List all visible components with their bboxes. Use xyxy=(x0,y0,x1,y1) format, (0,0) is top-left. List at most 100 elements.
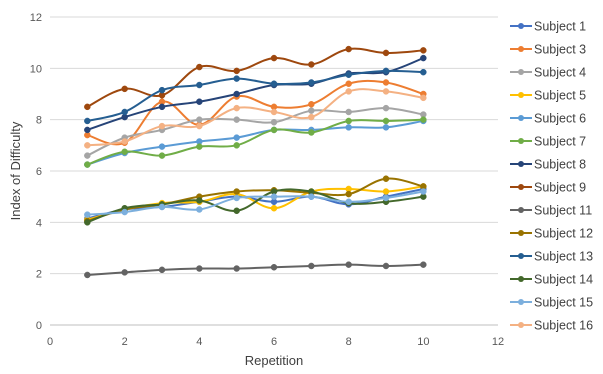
legend-entry: Subject 6 xyxy=(510,112,586,126)
data-point xyxy=(196,63,203,71)
legend-label: Subject 11 xyxy=(534,204,592,218)
data-point xyxy=(270,264,278,271)
series-line xyxy=(87,263,424,276)
legend-label: Subject 8 xyxy=(534,158,586,172)
series-lines xyxy=(84,45,427,279)
data-point xyxy=(121,148,128,155)
data-point xyxy=(345,261,352,268)
axes: 0 2 4 6 8 10 12 0 2 4 6 8 10 12 xyxy=(30,12,504,348)
series-subject-9 xyxy=(84,45,427,111)
series-subject-15 xyxy=(84,188,427,218)
y-tick-label: 2 xyxy=(36,269,42,281)
data-point xyxy=(345,80,352,87)
data-point xyxy=(345,88,352,95)
data-point xyxy=(158,266,166,274)
data-point xyxy=(196,81,203,89)
series-line xyxy=(87,88,424,147)
series-line xyxy=(86,107,424,157)
legend-entry: Subject 11 xyxy=(510,204,592,218)
x-tick-label: 12 xyxy=(492,336,504,348)
data-point xyxy=(270,54,278,62)
legend: Subject 1 Subject 3 Subject 4 Subject 5 Subj… xyxy=(510,20,593,333)
data-point xyxy=(270,204,278,212)
x-tick-label: 0 xyxy=(47,336,53,348)
y-axis-title: Index of Difficulty xyxy=(8,121,23,220)
legend-label: Subject 1 xyxy=(534,20,586,34)
legend-label: Subject 6 xyxy=(534,112,586,126)
data-point xyxy=(345,108,352,116)
x-axis-title: Repetition xyxy=(245,353,304,368)
legend-entry: Subject 4 xyxy=(510,66,586,80)
legend-swatch-marker xyxy=(518,69,524,75)
data-point xyxy=(158,152,166,159)
data-point xyxy=(158,203,166,211)
data-point xyxy=(233,67,240,75)
series-line xyxy=(86,47,424,108)
series-line xyxy=(87,69,424,122)
data-point xyxy=(121,138,128,145)
data-point xyxy=(382,175,390,182)
data-point xyxy=(158,122,166,130)
legend-entry: Subject 9 xyxy=(510,181,586,195)
legend-label: Subject 12 xyxy=(534,227,593,241)
data-point xyxy=(233,142,240,149)
data-point xyxy=(121,208,128,216)
data-point xyxy=(233,75,240,82)
data-point xyxy=(270,118,278,126)
y-tick-label: 12 xyxy=(30,12,42,24)
series-subject-16 xyxy=(84,88,427,149)
legend-entry: Subject 1 xyxy=(510,20,586,34)
data-point xyxy=(345,124,352,131)
data-point xyxy=(382,188,390,195)
data-point xyxy=(420,188,427,195)
legend-swatch-marker xyxy=(518,299,524,305)
legend-entry: Subject 8 xyxy=(510,158,586,172)
x-tick-label: 4 xyxy=(196,336,202,348)
data-point xyxy=(345,190,352,198)
legend-label: Subject 14 xyxy=(534,273,593,287)
data-point xyxy=(345,198,352,206)
series-line xyxy=(87,119,424,166)
data-point xyxy=(345,71,352,78)
data-point xyxy=(233,90,240,98)
data-point xyxy=(233,265,240,272)
data-point xyxy=(233,207,240,215)
legend-label: Subject 13 xyxy=(534,250,593,264)
data-point xyxy=(84,211,91,218)
data-point xyxy=(308,262,315,270)
data-point xyxy=(382,88,390,95)
data-point xyxy=(308,113,315,121)
data-point xyxy=(345,45,352,53)
legend-label: Subject 4 xyxy=(534,66,586,80)
data-point xyxy=(84,142,91,149)
legend-swatch-marker xyxy=(518,207,524,213)
series-line xyxy=(87,79,424,146)
data-point xyxy=(233,194,240,202)
data-point xyxy=(270,126,278,134)
series-subject-13 xyxy=(84,67,427,125)
y-tick-label: 6 xyxy=(36,166,42,178)
data-point xyxy=(158,143,166,150)
data-point xyxy=(121,269,128,276)
series-subject-14 xyxy=(84,188,427,226)
data-point xyxy=(233,134,240,141)
data-point xyxy=(308,101,315,108)
data-point xyxy=(270,193,278,200)
legend-swatch-marker xyxy=(518,46,524,52)
x-tick-label: 6 xyxy=(271,336,277,348)
x-tick-label: 2 xyxy=(122,336,128,348)
legend-swatch-marker xyxy=(518,23,524,29)
data-point xyxy=(382,124,390,131)
data-point xyxy=(382,49,390,57)
series-subject-6 xyxy=(84,117,427,168)
data-point xyxy=(196,197,203,204)
data-point xyxy=(196,116,203,123)
legend-swatch-marker xyxy=(518,115,524,121)
data-point xyxy=(420,47,427,54)
data-point xyxy=(270,80,278,87)
data-point xyxy=(420,116,427,123)
data-point xyxy=(270,108,278,116)
legend-label: Subject 9 xyxy=(534,181,586,195)
data-point xyxy=(84,152,91,159)
